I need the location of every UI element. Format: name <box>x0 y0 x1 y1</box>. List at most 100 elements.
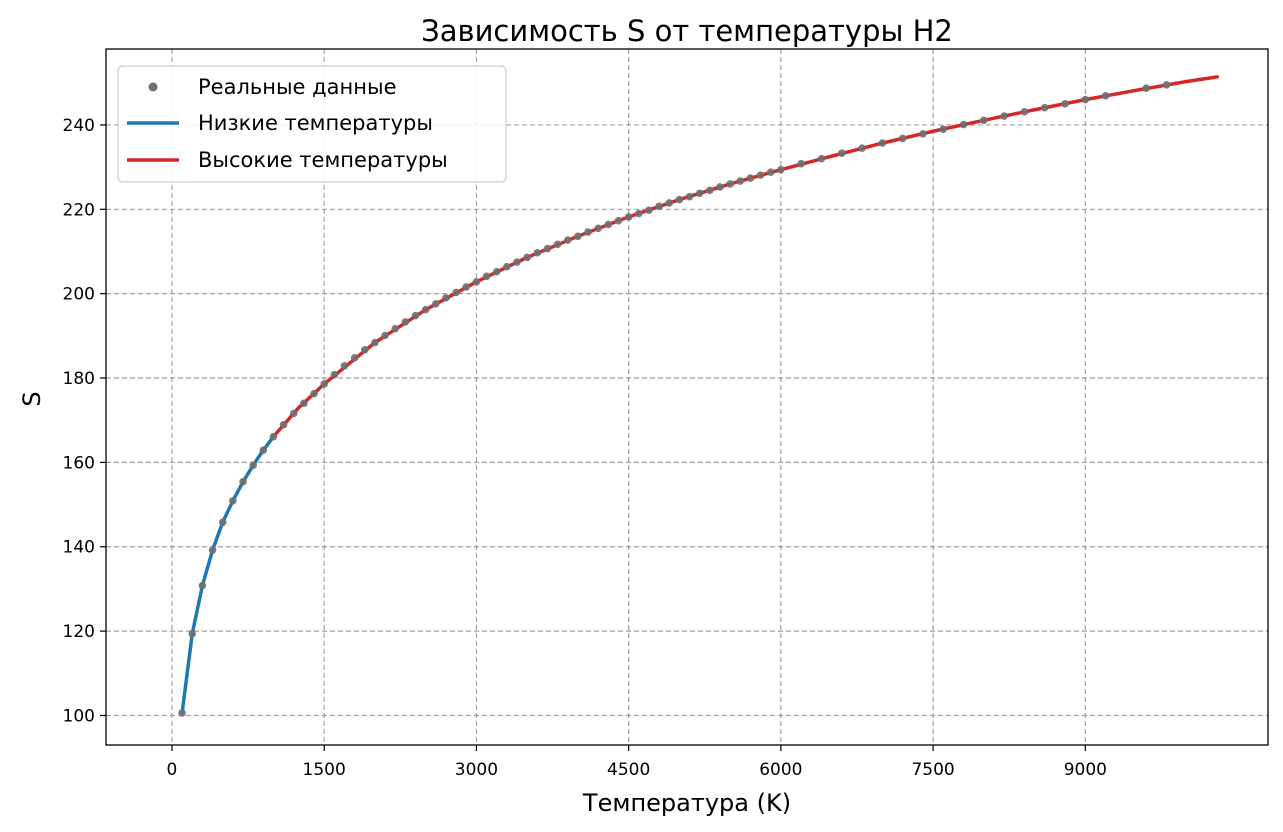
data-point <box>726 180 734 188</box>
data-point <box>1020 108 1029 116</box>
data-point <box>208 546 217 554</box>
data-point <box>1000 112 1008 120</box>
data-point <box>1081 95 1090 104</box>
data-point <box>614 216 623 225</box>
data-point <box>218 518 227 527</box>
y-tick-label: 140 <box>63 538 95 558</box>
data-point <box>797 159 805 168</box>
data-point <box>1061 100 1069 108</box>
data-point <box>594 224 602 233</box>
data-point <box>320 380 328 388</box>
data-point <box>513 258 521 266</box>
data-point <box>482 272 491 281</box>
data-point <box>817 154 826 163</box>
x-tick-label: 9000 <box>1064 760 1107 780</box>
data-point <box>685 192 694 201</box>
data-point <box>523 253 531 262</box>
data-point <box>381 331 389 340</box>
data-point <box>777 165 785 174</box>
data-point <box>421 305 430 314</box>
data-point <box>340 361 349 370</box>
data-point <box>736 177 745 185</box>
data-point <box>716 183 724 191</box>
data-point <box>371 338 379 347</box>
data-point <box>492 267 501 276</box>
x-tick-label: 7500 <box>911 760 954 780</box>
legend-label-high-temp: Высокие температуры <box>198 148 448 172</box>
data-point <box>553 240 562 249</box>
data-point <box>746 174 755 182</box>
x-tick-label: 3000 <box>455 760 498 780</box>
data-point <box>655 202 663 211</box>
data-point <box>300 399 308 408</box>
y-tick-label: 160 <box>63 453 95 473</box>
legend: Реальные данные Низкие температуры Высок… <box>117 65 507 183</box>
data-point <box>604 220 613 229</box>
data-point <box>858 144 866 152</box>
legend-label-low-temp: Низкие температуры <box>198 111 433 135</box>
data-point <box>533 248 542 257</box>
data-point <box>289 409 298 418</box>
data-point <box>1162 81 1171 89</box>
y-tick-label: 180 <box>63 369 95 389</box>
data-point <box>706 186 714 195</box>
data-point <box>543 244 552 253</box>
data-point <box>1142 84 1151 93</box>
y-axis-label: S <box>18 391 46 406</box>
data-point <box>665 199 674 207</box>
data-point <box>959 120 968 129</box>
data-point <box>675 195 684 204</box>
x-tick-label: 0 <box>167 760 178 780</box>
data-point <box>695 189 704 198</box>
plot-frame <box>105 48 1269 746</box>
data-point <box>432 299 440 308</box>
legend-box <box>117 65 507 183</box>
data-point <box>442 294 450 302</box>
axis-ticks: 0 1500 3000 4500 6000 7500 9000 100 120 140 160 180… <box>63 116 1107 780</box>
data-point <box>645 206 653 214</box>
data-point <box>391 324 400 333</box>
data-point <box>452 288 460 297</box>
data-point <box>279 421 288 429</box>
legend-label-real-data: Реальные данные <box>198 75 397 99</box>
data-point <box>249 461 257 470</box>
y-tick-label: 200 <box>63 285 95 305</box>
series-line-low-temp <box>180 434 276 715</box>
data-point <box>472 278 481 286</box>
data-point <box>837 149 846 157</box>
data-point <box>269 432 278 441</box>
data-point <box>503 262 511 271</box>
data-point <box>350 353 359 362</box>
data-point <box>259 446 268 454</box>
data-point <box>898 134 907 143</box>
chart-title: Зависимость S от температуры H2 <box>421 14 953 48</box>
data-point <box>634 209 643 218</box>
data-point <box>198 581 207 590</box>
y-tick-label: 240 <box>63 116 95 136</box>
y-tick-label: 220 <box>63 200 95 220</box>
data-point <box>624 213 633 221</box>
data-point <box>1040 103 1049 112</box>
data-point <box>229 496 237 505</box>
x-tick-label: 1500 <box>303 760 346 780</box>
data-point <box>878 139 887 147</box>
y-tick-label: 120 <box>63 622 95 642</box>
data-point <box>239 477 247 486</box>
data-point <box>939 125 948 133</box>
y-tick-label: 100 <box>63 706 95 726</box>
data-point <box>411 311 420 320</box>
data-point <box>401 318 410 326</box>
data-point <box>584 228 592 236</box>
data-point <box>360 345 369 354</box>
data-point <box>766 168 775 176</box>
legend-marker-real-data <box>148 82 158 92</box>
data-point <box>1101 92 1110 100</box>
x-axis-label: Температура (K) <box>582 789 791 817</box>
data-point <box>462 283 471 291</box>
data-point <box>919 129 927 138</box>
data-point <box>178 709 186 717</box>
x-tick-label: 6000 <box>759 760 802 780</box>
data-point <box>756 171 765 179</box>
data-point <box>330 370 339 379</box>
